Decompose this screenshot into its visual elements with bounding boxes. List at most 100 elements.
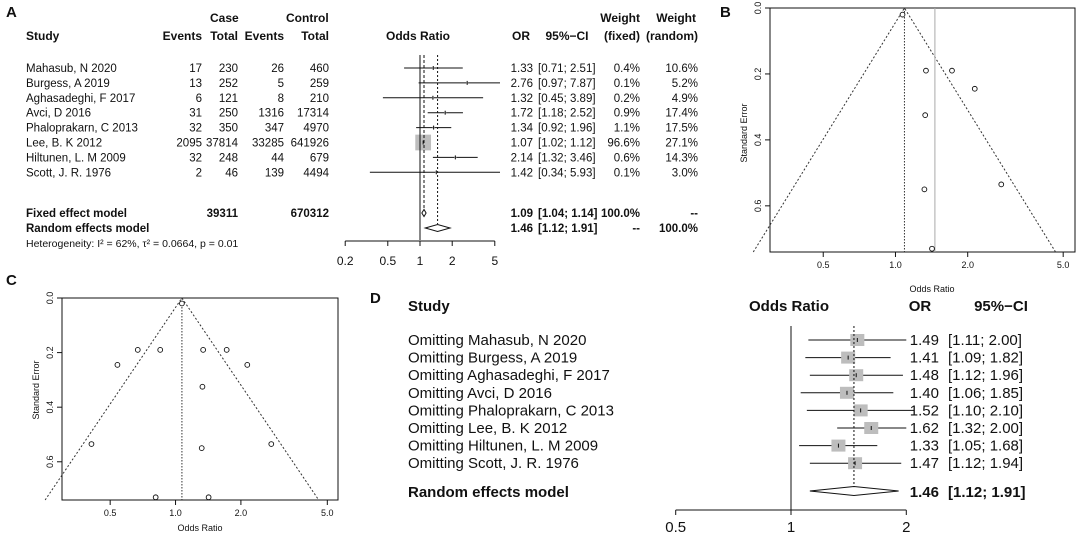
confidence-interval: [1.10; 2.10]	[948, 402, 1023, 419]
panel-a-forest-plot: A Case Control Study Events Total Events…	[6, 4, 698, 268]
odds-ratio-value: 1.32	[511, 93, 533, 105]
study-point	[152, 494, 159, 501]
panel-c-plot-area: 0.5 1.0 2.0 5.0 0.0 0.2 0.4 0.6	[44, 292, 339, 518]
panel-a-summary-rows: Fixed effect model 39311 670312 1.09 [1.…	[26, 208, 698, 235]
confidence-interval: [0.34; 5.93]	[538, 167, 596, 179]
panel-d-plot-area: 0.5 1 2	[665, 326, 915, 536]
heterogeneity-text: Heterogeneity: I² = 62%, τ² = 0.0664, p …	[26, 238, 238, 250]
panel-c-xlabel: Odds Ratio	[177, 523, 222, 533]
heterogeneity-tau2: τ² = 0.0664,	[142, 238, 200, 250]
x-tick-label: 0.5	[817, 260, 830, 270]
y-tick-label: 0.6	[753, 200, 763, 213]
confidence-interval: [1.12; 1.96]	[948, 367, 1023, 384]
header-ctrl-total: Total	[301, 29, 329, 43]
study-name: Omitting Aghasadeghi, F 2017	[408, 367, 610, 384]
control-events: 26	[271, 63, 284, 75]
x-tick-label: 0.5	[665, 519, 686, 536]
plot-frame	[769, 7, 1076, 253]
control-total: 17314	[297, 108, 330, 120]
weight-random: 14.3%	[665, 152, 698, 164]
case-total: 37814	[206, 138, 239, 150]
odds-ratio-value: 2.14	[511, 152, 534, 164]
control-events: 8	[278, 93, 284, 105]
x-tick-label: 1.0	[889, 260, 902, 270]
control-total: 460	[310, 63, 329, 75]
case-events: 17	[189, 63, 202, 75]
case-events: 32	[189, 152, 202, 164]
odds-ratio-value: 1.40	[910, 385, 939, 402]
d-header-ci: 95%−CI	[974, 298, 1028, 315]
study-point	[971, 85, 978, 92]
study-point	[244, 362, 251, 368]
d-header-or: OR	[909, 298, 932, 315]
x-tick-label: 5	[491, 254, 498, 268]
control-events: 5	[278, 78, 284, 90]
odds-ratio-value: 1.34	[511, 123, 534, 135]
fixed-case-total: 39311	[207, 208, 239, 220]
confidence-interval: [0.71; 2.51]	[538, 63, 596, 75]
case-total: 248	[219, 152, 238, 164]
panel-c-funnel-plot: C 0.5 1.0 2.0 5.0 0.0 0.2 0.4 0.6 Odds Ratio St…	[6, 272, 339, 533]
study-point	[923, 67, 929, 74]
header-weight-fixed: Weight	[600, 11, 640, 25]
fixed-ctrl-total: 670312	[291, 208, 329, 220]
study-name: Scott, J. R. 1976	[26, 167, 111, 179]
y-tick-label: 0.2	[45, 346, 55, 359]
control-total: 210	[310, 93, 329, 105]
study-name: Omitting Lee, B. K 2012	[408, 420, 567, 437]
weight-fixed: 0.9%	[614, 108, 640, 120]
y-tick-label: 0.4	[753, 134, 763, 147]
random-or: 1.46	[511, 223, 533, 235]
header-ci: 95%−CI	[545, 29, 588, 43]
fixed-weight-random: --	[690, 208, 698, 220]
fixed-or: 1.09	[511, 208, 533, 220]
odds-ratio-value: 1.49	[910, 332, 939, 349]
header-case: Case	[210, 11, 239, 25]
control-events: 347	[265, 123, 284, 135]
control-total: 679	[310, 152, 329, 164]
weight-fixed: 0.1%	[614, 78, 640, 90]
d-summary-label: Random effects model	[408, 484, 569, 501]
panel-label-d: D	[370, 290, 381, 307]
weight-random: 5.2%	[672, 78, 698, 90]
header-odds-ratio: Odds Ratio	[386, 29, 450, 43]
x-tick-label: 2.0	[961, 260, 974, 270]
study-point	[200, 347, 206, 353]
case-events: 2095	[176, 138, 202, 150]
confidence-interval: [1.12; 1.94]	[948, 455, 1023, 472]
study-name: Omitting Scott, J. R. 1976	[408, 455, 579, 472]
x-tick-label: 0.2	[337, 254, 354, 268]
study-point	[922, 112, 929, 119]
x-tick-label: 2	[449, 254, 456, 268]
case-events: 31	[189, 108, 202, 120]
y-tick-label: 0.0	[753, 2, 763, 15]
confidence-interval: [0.92; 1.96]	[538, 123, 596, 135]
confidence-interval: [1.32; 3.46]	[538, 152, 596, 164]
panel-label-b: B	[720, 4, 731, 21]
odds-ratio-value: 1.41	[910, 350, 939, 367]
panel-a-headers: Case Control Study Events Total Events T…	[26, 11, 698, 43]
study-name: Lee, B. K 2012	[26, 138, 102, 150]
case-total: 250	[219, 108, 238, 120]
control-total: 641926	[291, 138, 329, 150]
study-point	[88, 441, 95, 447]
weight-fixed: 0.6%	[614, 152, 640, 164]
study-point	[899, 11, 906, 18]
random-weight-random: 100.0%	[659, 223, 698, 235]
case-total: 350	[219, 123, 238, 135]
study-point	[223, 347, 230, 353]
confidence-interval: [1.09; 1.82]	[948, 350, 1023, 367]
weight-fixed: 0.2%	[614, 93, 640, 105]
confidence-interval: [0.45; 3.89]	[538, 93, 596, 105]
study-name: Aghasadeghi, F 2017	[26, 93, 135, 105]
study-name: Mahasub, N 2020	[26, 63, 117, 75]
case-total: 252	[219, 78, 238, 90]
study-point	[134, 347, 141, 353]
study-point	[179, 300, 185, 307]
fixed-effect-label: Fixed effect model	[26, 208, 127, 220]
weight-random: 17.4%	[665, 108, 698, 120]
panel-label-a: A	[6, 4, 17, 21]
random-effects-diamond	[423, 223, 452, 233]
study-point	[114, 362, 121, 368]
study-name: Omitting Burgess, A 2019	[408, 350, 577, 367]
